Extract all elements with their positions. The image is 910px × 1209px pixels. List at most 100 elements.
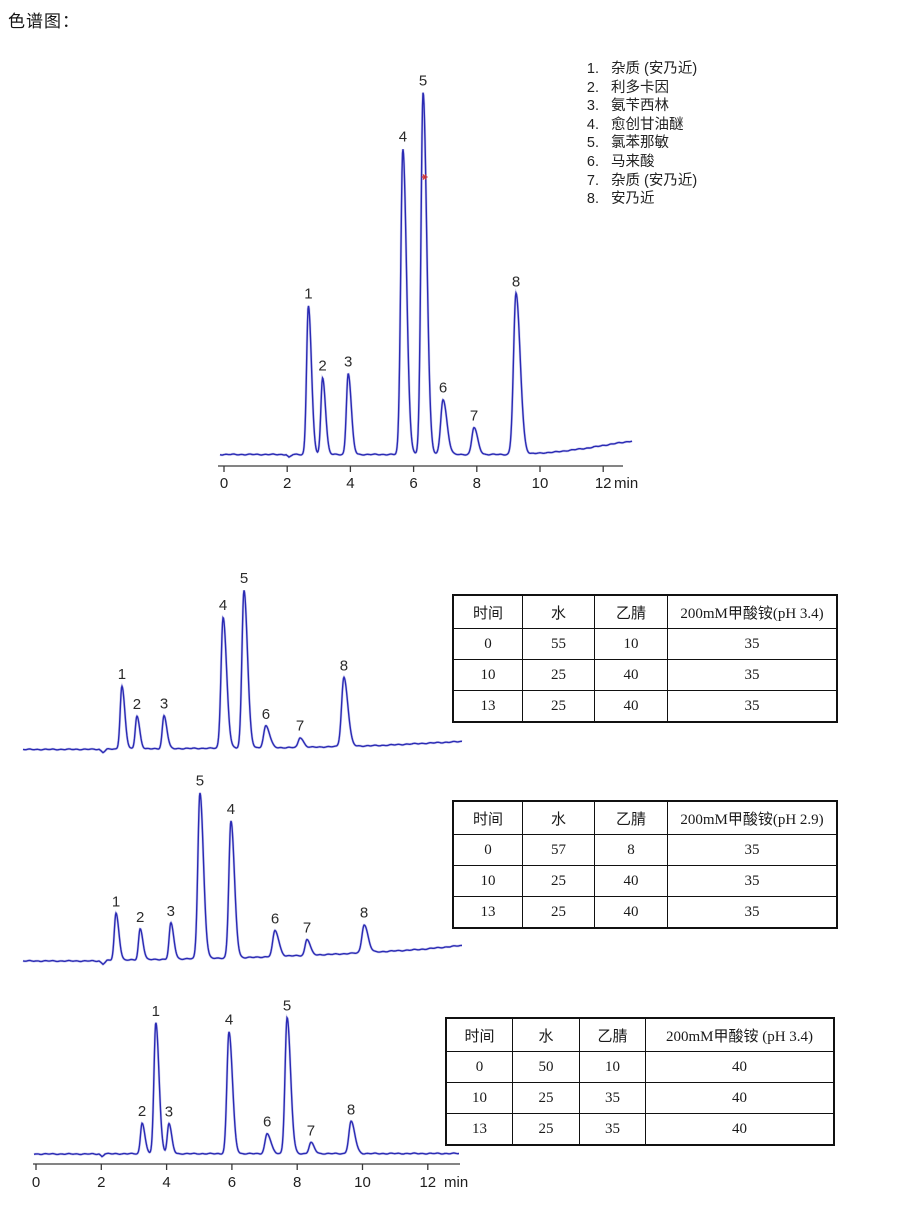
peak-label-6: 6 — [262, 706, 270, 723]
legend-item-label: 氯苯那敏 — [611, 135, 669, 152]
x-tick-label: 8 — [473, 475, 481, 492]
legend-item-label: 马来酸 — [611, 153, 655, 170]
peak-label-2: 2 — [136, 909, 144, 926]
table-cell: 25 — [512, 1113, 580, 1146]
gradient-table-1-container: 时间水乙腈 200mM甲酸铵(pH 3.4) 0 55 10 35 10 25 40 35 13 25… — [452, 594, 838, 723]
legend-item-label: 利多卡因 — [611, 79, 669, 96]
table-cell: 25 — [512, 1082, 580, 1114]
peak-label-1: 1 — [118, 666, 126, 683]
table-row: 13 25 35 40 — [445, 1113, 835, 1146]
legend-item: 7. 杂质 (安乃近) — [582, 172, 697, 191]
table-cell: 25 — [522, 659, 595, 691]
table-header-cell: 水 — [522, 594, 595, 629]
table-row: 0 57 8 35 — [452, 834, 838, 866]
x-tick-label: 10 — [532, 475, 549, 492]
peak-label-3: 3 — [160, 696, 168, 713]
legend-item-number: 2. — [586, 79, 599, 96]
peak-label-7: 7 — [307, 1123, 315, 1140]
x-tick-label: 8 — [293, 1174, 301, 1191]
legend-item-number: 1. — [586, 61, 599, 77]
table-header-cell: 乙腈 — [579, 1017, 646, 1052]
table-cell: 35 — [667, 628, 838, 660]
legend-item: 6. 马来酸 — [582, 153, 697, 172]
table-header-cell: 水 — [512, 1017, 580, 1052]
table-cell: 35 — [667, 834, 838, 866]
legend-item-number: 7. — [586, 172, 599, 189]
legend-item-label: 杂质 (安乃近) — [611, 172, 698, 189]
table-cell: 40 — [594, 690, 668, 723]
peak-label-1: 1 — [112, 893, 120, 910]
gradient-table-2-container: 时间水乙腈 200mM甲酸铵(pH 2.9) 0 57 8 35 10 25 40 35 13 25 4… — [452, 800, 838, 929]
x-tick-label: 12 — [419, 1174, 436, 1191]
x-tick-label: 6 — [228, 1174, 236, 1191]
x-tick-label: 2 — [283, 475, 291, 492]
legend-item-number: 8. — [586, 191, 599, 208]
red-peak-marker-icon — [421, 174, 428, 180]
table-cell: 8 — [594, 834, 668, 866]
table-cell: 25 — [522, 865, 595, 897]
legend-item-number: 4. — [586, 116, 599, 133]
table-cell: 55 — [522, 628, 595, 660]
peak-label-1: 1 — [304, 286, 312, 303]
table-cell: 0 — [445, 1051, 513, 1083]
table-header-cell: 水 — [522, 800, 595, 835]
peak-label-4: 4 — [219, 597, 227, 614]
chromatogram-gradient-1: 12 3 45 6 7 8 — [22, 570, 463, 755]
table-cell: 35 — [667, 659, 838, 691]
peak-label-7: 7 — [470, 408, 478, 425]
gradient-conditions-table: 时间水乙腈 200mM甲酸铵 (pH 3.4) 0 50 10 40 10 25 35 40 13 2… — [445, 1017, 835, 1146]
table-row: 10 25 40 35 — [452, 865, 838, 897]
table-row: 0 55 10 35 — [452, 628, 838, 660]
peak-label-6: 6 — [439, 380, 447, 397]
legend-item: 8. 安乃近 — [582, 190, 697, 209]
table-cell: 57 — [522, 834, 595, 866]
table-cell: 10 — [452, 659, 523, 691]
legend-item-label: 氨苄西林 — [611, 98, 669, 115]
peak-legend: 1. 杂质 (安乃近) 2. 利多卡因 3. 氨苄西林 4. 愈创甘油醚 5. 氯苯那敏 6. 马来酸… — [582, 60, 697, 209]
x-tick-label: 6 — [409, 475, 417, 492]
gradient-conditions-table: 时间水乙腈 200mM甲酸铵(pH 3.4) 0 55 10 35 10 25 40 35 13 25… — [452, 594, 838, 723]
peak-label-2: 2 — [133, 696, 141, 713]
peak-label-3: 3 — [344, 354, 352, 371]
peak-label-1: 1 — [152, 1003, 160, 1020]
legend-item-number: 5. — [586, 135, 599, 152]
peak-label-7: 7 — [303, 919, 311, 936]
table-header-cell: 200mM甲酸铵 (pH 3.4) — [645, 1017, 835, 1052]
legend-item-label: 愈创甘油醚 — [611, 116, 684, 133]
table-cell: 13 — [445, 1113, 513, 1146]
peak-label-3: 3 — [165, 1104, 173, 1121]
table-cell: 50 — [512, 1051, 580, 1083]
legend-item-number: 6. — [586, 153, 599, 170]
table-cell: 10 — [445, 1082, 513, 1114]
gradient-table-3-container: 时间水乙腈 200mM甲酸铵 (pH 3.4) 0 50 10 40 10 25 35 40 13 2… — [445, 1017, 835, 1146]
peak-label-6: 6 — [271, 911, 279, 928]
table-header-cell: 200mM甲酸铵(pH 3.4) — [667, 594, 838, 629]
table-cell: 10 — [579, 1051, 646, 1083]
peak-label-8: 8 — [340, 657, 348, 674]
chromatogram-gradient-3: 2 1 3 4 6 5 7 8 0 2 4 6 8 10 12 min — [32, 998, 468, 1191]
legend-item: 4. 愈创甘油醚 — [582, 116, 697, 135]
table-cell: 25 — [522, 690, 595, 723]
peak-label-4: 4 — [399, 129, 407, 146]
peak-label-5: 5 — [419, 73, 427, 90]
table-header-cell: 时间 — [452, 800, 523, 835]
table-cell: 0 — [452, 834, 523, 866]
legend-item: 3. 氨苄西林 — [582, 97, 697, 116]
chromatogram-trace — [33, 1015, 459, 1158]
peak-label-2: 2 — [138, 1103, 146, 1120]
peak-label-3: 3 — [167, 903, 175, 920]
peak-label-8: 8 — [347, 1102, 355, 1119]
x-tick-label: 4 — [346, 475, 354, 492]
table-header-cell: 乙腈 — [594, 594, 668, 629]
page-title: 色谱图： — [8, 12, 80, 31]
trace-glow — [22, 792, 462, 966]
legend-item-label: 安乃近 — [611, 191, 655, 208]
peak-label-2: 2 — [318, 358, 326, 375]
table-row: 13 25 40 35 — [452, 690, 838, 723]
chromatogram-trace — [22, 792, 462, 966]
peak-label-4: 4 — [225, 1012, 233, 1029]
trace-glow — [33, 1013, 459, 1159]
gradient-conditions-table: 时间水乙腈 200mM甲酸铵(pH 2.9) 0 57 8 35 10 25 40 35 13 25 4… — [452, 800, 838, 929]
x-tick-label: 0 — [32, 1174, 40, 1191]
